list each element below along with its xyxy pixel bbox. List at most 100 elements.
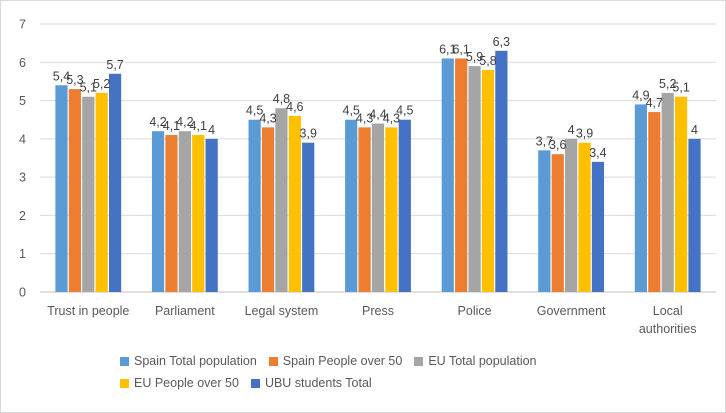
- bar: [441, 58, 454, 293]
- y-tick-label: 4: [19, 132, 26, 146]
- legend-row-1: Spain Total population Spain People over…: [120, 350, 640, 372]
- data-label: 5,7: [106, 58, 123, 72]
- data-label: 4,6: [286, 100, 303, 114]
- bar: [398, 119, 411, 292]
- bar: [151, 131, 165, 292]
- bar: [538, 150, 551, 292]
- data-label: 4,5: [396, 104, 413, 118]
- legend-row-2: EU People over 50 UBU students Total: [120, 372, 640, 394]
- data-label: 4,2: [149, 115, 166, 129]
- x-category-label: Parliament: [155, 304, 215, 318]
- bar: [495, 50, 508, 292]
- bars: [55, 50, 701, 293]
- data-label: 3,6: [549, 138, 566, 152]
- legend-label: UBU students Total: [264, 376, 372, 390]
- bar: [205, 138, 218, 292]
- data-label: 5,4: [53, 69, 70, 83]
- bar: [68, 89, 81, 292]
- bar: [261, 127, 275, 292]
- data-label: 4,2: [176, 115, 193, 129]
- legend-swatch: [414, 356, 424, 366]
- bar: [82, 96, 95, 292]
- data-label: 4,4: [369, 108, 386, 122]
- data-label: 4,3: [383, 111, 400, 125]
- y-tick-label: 5: [19, 94, 26, 108]
- x-category-label: Local authorities: [639, 304, 697, 336]
- bar: [578, 142, 591, 292]
- x-category-label: Government: [537, 304, 606, 318]
- bar: [95, 92, 108, 293]
- bar: [648, 112, 661, 292]
- data-label: 6,3: [493, 35, 510, 49]
- legend-item-eu-total: EU Total population: [414, 354, 537, 368]
- bar: [675, 96, 688, 292]
- x-category-label: Police: [458, 304, 492, 318]
- data-label: 4,1: [163, 119, 180, 133]
- x-category-label: Legal system: [245, 304, 319, 318]
- data-label: 3,9: [300, 127, 317, 141]
- data-label: 5,9: [466, 50, 483, 64]
- bar: [468, 66, 481, 292]
- bar: [345, 119, 358, 292]
- data-label: 4: [691, 123, 698, 137]
- data-label: 6,1: [439, 42, 456, 56]
- data-labels: 5,45,35,15,25,74,24,14,24,1 44,54,34,84,6…: [53, 35, 698, 160]
- bar: [481, 69, 495, 292]
- bar: [385, 127, 398, 292]
- y-tick-label: 7: [19, 18, 26, 32]
- data-label: 3,4: [589, 146, 606, 160]
- legend-label: EU People over 50: [134, 376, 239, 390]
- y-tick-label: 0: [19, 286, 26, 300]
- data-label: 4,3: [259, 111, 276, 125]
- bar: [688, 138, 701, 292]
- legend-label: EU Total population: [428, 354, 537, 368]
- legend-item-spain-total: Spain Total population: [120, 354, 257, 368]
- bar: [358, 127, 371, 292]
- y-tick-label: 6: [19, 56, 26, 70]
- bar: [55, 85, 68, 292]
- bar: [455, 58, 468, 293]
- bar: [192, 135, 205, 292]
- data-label: 4,5: [343, 104, 360, 118]
- x-axis-categories: Trust in people Parliament Legal system Pre…: [47, 304, 696, 336]
- data-label: 4,7: [646, 96, 663, 110]
- data-label: 4: [208, 123, 215, 137]
- bar: [178, 131, 191, 292]
- x-category-label: Trust in people: [47, 304, 129, 318]
- data-label: 5,1: [80, 81, 97, 95]
- data-label: 5,2: [93, 77, 110, 91]
- legend-item-eu-over-50: EU People over 50: [120, 376, 239, 390]
- legend-swatch: [120, 356, 129, 366]
- data-label: 3,7: [536, 134, 553, 148]
- bar: [108, 73, 122, 293]
- data-label: 5,8: [479, 54, 496, 68]
- y-tick-label: 2: [19, 209, 26, 223]
- bar: [288, 115, 301, 292]
- bar: [371, 123, 385, 293]
- bar: [591, 161, 605, 292]
- data-label: 4,8: [273, 92, 290, 106]
- legend-swatch: [120, 378, 129, 388]
- data-label: 4,1: [190, 119, 207, 133]
- bar: [302, 142, 315, 292]
- bar: [248, 119, 261, 292]
- bar: [661, 92, 674, 293]
- legend-item-spain-over-50: Spain People over 50: [268, 354, 403, 368]
- legend-label: Spain Total population: [134, 354, 257, 368]
- data-label: 4,9: [632, 88, 649, 102]
- bar: [634, 104, 648, 293]
- legend-item-ubu-students: UBU students Total: [250, 376, 372, 390]
- bar: [551, 154, 564, 292]
- y-axis-ticks: 0 1 2 3 4 5 6 7: [19, 18, 26, 300]
- x-category-label: Press: [362, 304, 394, 318]
- legend-swatch: [268, 356, 278, 366]
- legend-swatch: [250, 378, 260, 388]
- data-label: 3,9: [576, 127, 593, 141]
- data-label: 6,1: [452, 42, 469, 56]
- bar: [565, 138, 578, 292]
- legend-label: Spain People over 50: [282, 354, 403, 368]
- data-label: 5,3: [66, 73, 83, 87]
- data-label: 4,5: [246, 104, 263, 118]
- legend: Spain Total population Spain People over…: [120, 350, 640, 394]
